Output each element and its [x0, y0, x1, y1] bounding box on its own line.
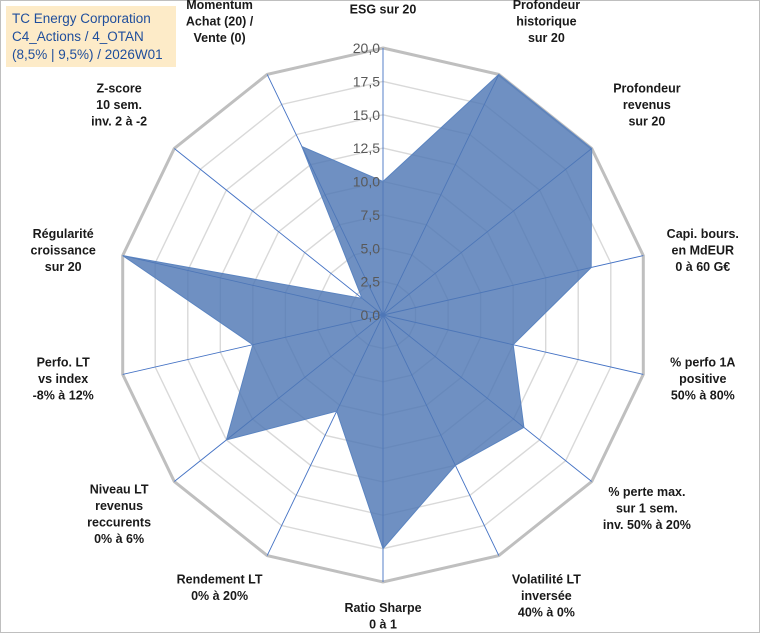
- tick-label: 12,5: [353, 140, 380, 156]
- axis-label-line: en MdEUR: [672, 243, 735, 257]
- series-area: [122, 73, 593, 550]
- tick-label: 5,0: [361, 240, 381, 256]
- axis-label: Perfo. LT vs index -8% à 12%: [33, 356, 94, 403]
- axis-label-line: sur 1 sem.: [616, 501, 678, 515]
- axis-label: % perfo 1A positive 50% à 80%: [670, 356, 735, 403]
- axis-label-line: reccurents: [87, 515, 151, 529]
- axis-label-line: inv. 50% à 20%: [603, 518, 691, 532]
- chart-title-line-2: C4_Actions / 4_OTAN: [12, 29, 144, 44]
- axis-label-line: sur 20: [528, 31, 565, 45]
- axis-label-line: Ratio Sharpe: [344, 601, 421, 615]
- axis-label-line: Régularité: [33, 227, 94, 241]
- tick-label: 0,0: [361, 307, 381, 323]
- axis-label-line: 0 à 1: [369, 618, 397, 632]
- axis-spoke: [174, 148, 384, 316]
- axis-label-line: % perte max.: [608, 485, 685, 499]
- axis-label-line: sur 20: [45, 260, 82, 274]
- axis-label-line: 0% à 6%: [94, 532, 144, 546]
- axis-label: Ratio Sharpe 0 à 1: [344, 601, 421, 632]
- axis-label-line: 0% à 20%: [191, 589, 248, 603]
- axis-label: Momentum Achat (20) / Vente (0): [186, 0, 254, 45]
- axis-label-line: -8% à 12%: [33, 389, 94, 403]
- tick-label: 7,5: [361, 207, 381, 223]
- axis-label: Profondeur revenus sur 20: [613, 82, 680, 129]
- axis-label-line: 10 sem.: [96, 98, 142, 112]
- chart-title-line-1: TC Energy Corporation: [12, 11, 151, 26]
- axis-label: % perte max. sur 1 sem. inv. 50% à 20%: [603, 485, 691, 532]
- axis-label-line: Rendement LT: [177, 572, 263, 586]
- axis-label-line: Achat (20) /: [186, 15, 254, 29]
- axis-label-line: historique: [516, 15, 576, 29]
- axis-label-line: Vente (0): [194, 31, 246, 45]
- chart-title-box: TC Energy Corporation C4_Actions / 4_OTA…: [6, 6, 176, 67]
- axis-label: Volatilité LT inversée 40% à 0%: [512, 572, 581, 619]
- axis-label-line: Z-score: [97, 82, 142, 96]
- axis-label-line: positive: [679, 372, 726, 386]
- axis-label-line: revenus: [623, 98, 671, 112]
- axis-label-line: 40% à 0%: [518, 605, 575, 619]
- axis-label-line: % perfo 1A: [670, 356, 735, 370]
- axis-label-line: ESG sur 20: [350, 3, 417, 17]
- axis-label: Capi. bours. en MdEUR 0 à 60 G€: [667, 227, 739, 274]
- axis-label-line: Profondeur: [613, 82, 680, 96]
- axis-label-line: 50% à 80%: [671, 389, 735, 403]
- axis-label-line: Volatilité LT: [512, 572, 581, 586]
- axis-label-line: inv. 2 à -2: [91, 115, 147, 129]
- axis-label: NoteESG sur 20: [350, 0, 417, 17]
- axis-label-line: Niveau LT: [90, 482, 149, 496]
- axis-label-line: Perfo. LT: [37, 356, 91, 370]
- tick-label: 17,5: [353, 73, 380, 89]
- axis-label-line: Capi. bours.: [667, 227, 739, 241]
- axis-label: Régularité croissance sur 20: [31, 227, 96, 274]
- axis-label: Rendement LT 0% à 20%: [177, 572, 263, 603]
- tick-label: 2,5: [361, 274, 381, 290]
- axis-label-line: inversée: [521, 589, 572, 603]
- axis-label: Profondeur historique sur 20: [513, 0, 580, 45]
- axis-label: Niveau LT revenus reccurents 0% à 6%: [87, 482, 151, 546]
- axis-label-line: croissance: [31, 243, 96, 257]
- axis-label-line: Profondeur: [513, 0, 580, 12]
- axis-label-line: 0 à 60 G€: [675, 260, 730, 274]
- tick-label: 10,0: [353, 174, 380, 190]
- axis-label-line: Momentum: [186, 0, 253, 12]
- axis-label: Z-score 10 sem. inv. 2 à -2: [91, 82, 147, 129]
- chart-title-line-3: (8,5% | 9,5%) / 2026W01: [12, 47, 163, 62]
- axis-label-line: revenus: [95, 499, 143, 513]
- axis-label-line: vs index: [38, 372, 88, 386]
- axis-label-line: sur 20: [628, 115, 665, 129]
- tick-label: 20,0: [353, 40, 380, 56]
- tick-label: 15,0: [353, 107, 380, 123]
